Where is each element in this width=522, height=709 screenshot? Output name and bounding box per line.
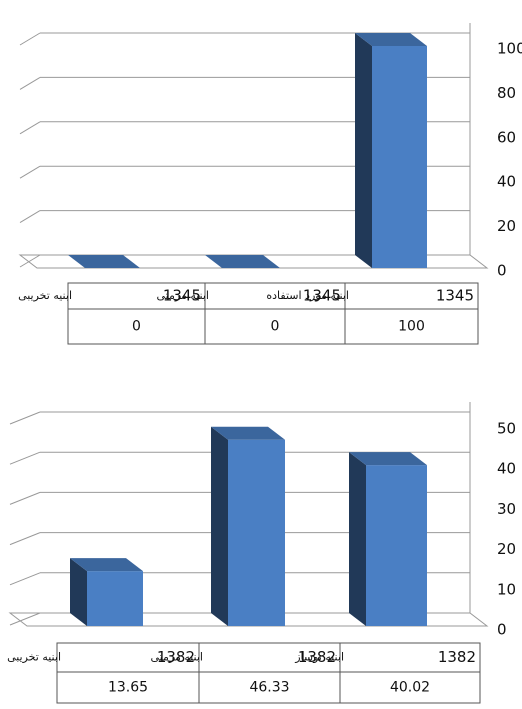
- value-label: 40.02: [390, 680, 430, 696]
- y-tick-label: 40: [497, 460, 516, 478]
- grid-line-depth: [19, 165, 41, 179]
- bar-top: [355, 33, 427, 46]
- bar-side: [355, 33, 372, 268]
- y-tick-label: 20: [497, 217, 516, 235]
- value-label: 0: [132, 319, 141, 335]
- grid-line-depth: [9, 572, 41, 586]
- category-label: ابنیه تخریبی: [7, 651, 61, 664]
- category-year: 1382: [298, 648, 336, 666]
- y-tick-label: 100: [497, 40, 522, 58]
- grid-line-depth: [19, 32, 41, 46]
- grid-line-depth: [19, 121, 41, 135]
- value-label: 13.65: [108, 680, 148, 696]
- bar-side: [211, 426, 228, 626]
- y-tick-label: 80: [497, 84, 516, 102]
- category-year: 1382: [438, 648, 476, 666]
- table-border: [67, 282, 479, 345]
- bar-side: [70, 558, 87, 626]
- category-year: 1345: [436, 287, 474, 305]
- value-label: 46.33: [249, 680, 289, 696]
- y-tick-label: 0: [497, 621, 507, 639]
- grid-line-depth: [19, 76, 41, 90]
- y-tick-label: 20: [497, 540, 516, 558]
- grid-line-depth: [9, 411, 41, 425]
- bar: [87, 571, 143, 626]
- category-label: ابنیه مرمتی: [151, 651, 204, 664]
- grid-line-depth: [9, 532, 41, 546]
- grid-line-depth: [9, 491, 41, 505]
- category-label: ابنیه مرمتی: [157, 289, 210, 302]
- table-border: [56, 642, 481, 704]
- bar-top: [70, 558, 143, 572]
- category-label: ابنیه تخریبی: [18, 289, 72, 302]
- y-tick-label: 60: [497, 128, 516, 146]
- grid-line-depth: [19, 210, 41, 224]
- bar-top: [205, 255, 280, 268]
- category-year: 1345: [303, 287, 341, 305]
- value-label: 0: [271, 319, 280, 335]
- bar-top: [349, 452, 427, 466]
- y-tick-label: 30: [497, 500, 516, 518]
- y-tick-label: 40: [497, 173, 516, 191]
- bar-top: [68, 255, 140, 268]
- grid-line-depth: [9, 612, 41, 626]
- grid-line-depth: [19, 254, 41, 268]
- bar: [372, 46, 427, 268]
- category-label: ابنیه نوساز: [294, 651, 344, 664]
- category-year: 1382: [157, 648, 195, 666]
- grid-line-depth: [9, 451, 41, 465]
- y-tick-label: 10: [497, 580, 516, 598]
- bar-top: [211, 426, 285, 440]
- value-label: 100: [398, 319, 425, 335]
- y-tick-label: 50: [497, 420, 516, 438]
- y-tick-label: 0: [497, 262, 507, 280]
- bar-side: [349, 452, 366, 626]
- category-year: 1345: [163, 287, 201, 305]
- bar: [366, 465, 427, 626]
- category-label: ابنیه مورد استفاده: [266, 289, 349, 302]
- bar: [228, 439, 285, 626]
